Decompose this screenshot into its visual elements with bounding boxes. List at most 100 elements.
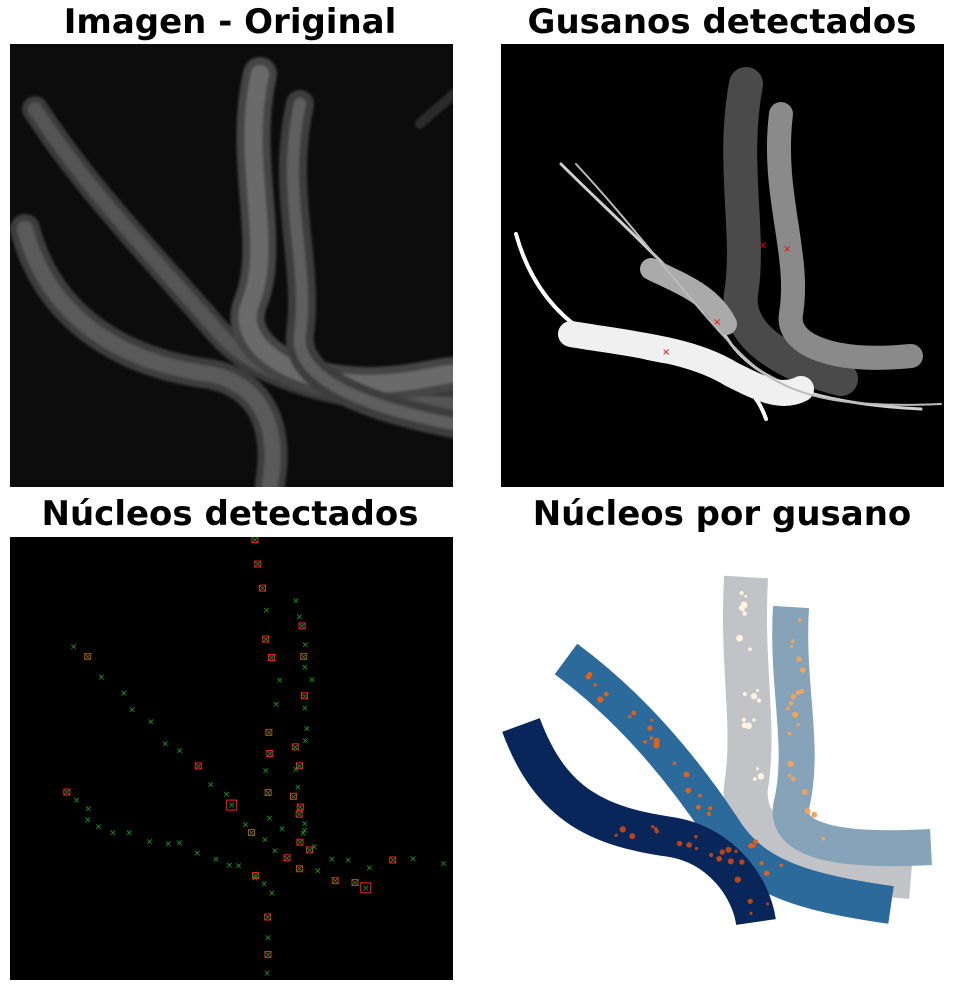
nucleus-dot — [628, 714, 632, 719]
nucleus-dot — [643, 740, 647, 744]
nucleus-marker: × — [194, 762, 202, 772]
nucleus-box — [63, 788, 71, 796]
nucleus-marker: × — [223, 790, 231, 800]
nucleus-box — [291, 743, 299, 751]
nucleus-box — [298, 622, 306, 630]
nucleus-marker: × — [296, 612, 304, 622]
nucleus-marker: × — [193, 849, 201, 859]
nucleus-marker: × — [261, 836, 269, 846]
nucleus-marker: × — [251, 537, 259, 546]
nucleus-dot — [748, 843, 754, 849]
nucleus-dot — [685, 787, 692, 794]
nuclei-per-worm-dots — [585, 590, 826, 915]
nucleus-box — [194, 762, 202, 770]
nucleus-dot — [749, 911, 753, 915]
nuclei-per-worm-panel — [501, 537, 944, 980]
panel-title-worms-detected: Gusanos detectados — [527, 2, 917, 42]
nucleus-marker: × — [120, 689, 128, 699]
nucleus-box — [306, 846, 314, 854]
nucleus-box — [300, 692, 308, 700]
nucleus-dot — [694, 846, 699, 851]
nucleus-dot — [821, 836, 826, 841]
nucleus-box — [331, 877, 339, 885]
nucleus-box — [251, 537, 259, 544]
nucleus-dot — [755, 688, 760, 692]
nucleus-marker: × — [296, 865, 304, 875]
nucleus-box — [300, 652, 308, 660]
nucleus-dot — [797, 618, 802, 623]
nucleus-box — [252, 872, 260, 880]
nucleus-box — [226, 799, 238, 811]
nucleus-dot — [739, 590, 744, 596]
nucleus-box — [283, 854, 291, 862]
nucleus-marker: × — [266, 814, 274, 824]
nucleus-box — [264, 789, 272, 797]
nucleus-marker: × — [268, 889, 276, 899]
nucleus-dot — [708, 852, 714, 858]
nucleus-marker: × — [265, 728, 273, 738]
nucleus-box — [266, 749, 274, 757]
nucleus-marker: × — [263, 606, 271, 616]
nucleus-dot — [753, 839, 759, 845]
nucleus-marker: × — [262, 767, 270, 777]
nucleus-dot — [757, 773, 765, 780]
nucleus-box — [268, 653, 276, 661]
nucleus-marker: × — [128, 706, 136, 716]
nucleus-dot — [742, 611, 747, 616]
nucleus-dot — [708, 806, 713, 811]
nucleus-marker: × — [264, 933, 272, 943]
nucleus-marker: × — [125, 829, 133, 839]
nucleus-marker: × — [176, 839, 184, 849]
nucleus-marker: × — [146, 837, 154, 847]
nucleus-marker: × — [70, 642, 78, 652]
panel-title-original: Imagen - Original — [63, 2, 397, 42]
nucleus-dot — [603, 691, 609, 697]
nucleus-dot — [748, 647, 752, 652]
nucleus-box — [295, 762, 303, 770]
nucleus-marker: × — [308, 675, 316, 685]
panel-title-nuclei-detected: Núcleos detectados — [41, 494, 419, 534]
nucleus-marker: × — [164, 839, 172, 849]
svg-text:×: × — [759, 240, 767, 251]
nucleus-dot — [750, 692, 758, 700]
nucleus-dot — [650, 718, 654, 722]
nucleus-marker: × — [300, 652, 308, 662]
nucleus-marker: × — [283, 854, 291, 864]
nucleus-dot — [738, 605, 743, 610]
nucleus-marker: × — [207, 781, 215, 791]
nucleus-dot — [706, 811, 711, 816]
nucleus-dot — [686, 842, 692, 848]
nucleus-dot — [672, 761, 677, 766]
panel-title-nuclei-per-worm: Núcleos por gusano — [532, 494, 912, 534]
nucleus-dot — [790, 693, 797, 700]
nucleus-marker: × — [344, 856, 352, 866]
nucleus-box — [262, 635, 270, 643]
nucleus-marker: × — [271, 847, 279, 857]
nucleus-dot — [597, 696, 604, 703]
nucleus-dot — [744, 594, 748, 598]
worms-detected-image: × × × × — [501, 44, 944, 487]
nucleus-box — [264, 913, 272, 921]
nucleus-dot — [796, 656, 802, 662]
nucleus-marker: × — [109, 828, 117, 838]
nucleus-marker: × — [292, 765, 300, 775]
nucleus-box — [295, 810, 303, 818]
nucleus-dot — [796, 723, 800, 727]
worms-detected-panel: × × × × — [501, 44, 944, 487]
nucleus-dot — [790, 644, 794, 648]
nucleus-marker: × — [228, 801, 236, 811]
nucleus-marker: × — [351, 879, 359, 889]
nucleus-dot — [654, 829, 659, 834]
nucleus-box — [289, 792, 297, 800]
nucleus-marker: × — [290, 792, 298, 802]
nucleus-marker: × — [296, 838, 304, 848]
nucleus-dot — [752, 718, 756, 722]
nucleus-marker: × — [276, 676, 284, 686]
nucleus-dot — [788, 773, 792, 777]
nucleus-dot — [787, 731, 792, 736]
nucleus-box — [296, 838, 304, 846]
nucleus-marker: × — [301, 663, 309, 673]
nucleus-marker: × — [314, 867, 322, 877]
nucleus-marker: × — [85, 805, 93, 815]
nucleus-dot — [787, 760, 794, 768]
